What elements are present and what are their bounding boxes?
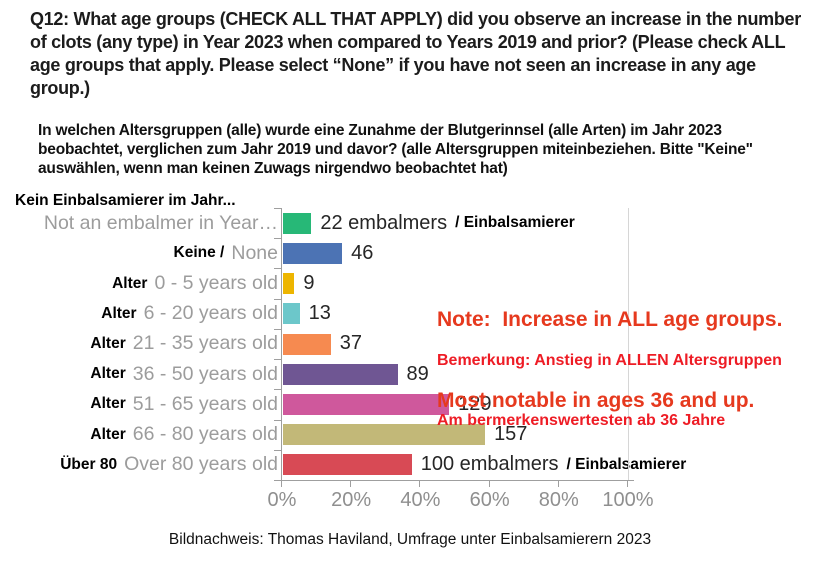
x-axis-tick-label: 60% (469, 489, 510, 511)
bar-value-label: 13 (308, 302, 331, 325)
y-axis-tick (274, 449, 282, 451)
y-axis-tick (274, 389, 282, 391)
category-label: Alter 66 - 80 years old (0, 420, 278, 450)
bar (283, 242, 343, 264)
category-label-english: Not an embalmer in Year… (43, 211, 278, 234)
x-axis-tick-label: 40% (400, 489, 441, 511)
x-axis-line (275, 480, 634, 481)
y-axis-line (281, 208, 282, 481)
first-category-german-label: Kein Einbalsamierer im Jahr... (15, 192, 236, 209)
category-label-english: 21 - 35 years old (132, 332, 278, 355)
bar-value-label: 89 (406, 362, 429, 385)
bar (283, 424, 486, 446)
bar (283, 454, 412, 476)
category-label-german: Keine / (173, 244, 225, 262)
x-axis-tick (350, 481, 352, 487)
bar (283, 393, 450, 415)
category-label-english: Over 80 years old (124, 453, 278, 476)
y-axis-tick (274, 419, 282, 421)
x-axis-tick (627, 481, 628, 487)
category-label-german: Alter (112, 274, 148, 292)
bar-value-suffix-german: / Einbalsamierer (455, 214, 575, 232)
note-german-line1: Bemerkung: Anstieg in ALLEN Altersgruppe… (437, 352, 782, 369)
question-subtitle-german: In welchen Altersgruppen (alle) wurde ei… (38, 122, 753, 177)
category-label-german: Alter (90, 334, 126, 352)
plot-right-border (628, 208, 629, 480)
y-axis-tick (274, 298, 282, 300)
category-label: Alter 51 - 65 years old (0, 389, 278, 419)
category-label: Keine / None (0, 238, 278, 268)
note-english-line2: Most notable in ages 36 and up. (437, 389, 755, 412)
bar-value: 22 embalmers / Einbalsamierer (320, 208, 574, 238)
note-german-line2: Am bermerkenswertesten ab 36 Jahre (437, 412, 726, 429)
question-title: Q12: What age groups (CHECK ALL THAT APP… (30, 9, 801, 98)
category-label: Über 80 Over 80 years old (0, 450, 278, 480)
bar-value-label: 129 (458, 392, 492, 415)
x-axis-tick (419, 481, 421, 487)
category-label-german: Über 80 (60, 455, 118, 473)
bar-value: 100 embalmers / Einbalsamierer (421, 450, 687, 480)
note-english: Note: Increase in ALL age groups. Most n… (437, 252, 782, 468)
x-axis-tick-label: 80% (538, 489, 579, 511)
x-axis-tick (488, 481, 490, 487)
category-label-german: Alter (101, 304, 137, 322)
y-axis-tick (274, 480, 282, 481)
bar (283, 273, 295, 295)
bar-value: 89 (407, 359, 429, 389)
bar-value-label: 37 (339, 332, 362, 355)
category-label-english: 51 - 65 years old (132, 392, 278, 415)
x-axis-tick (281, 481, 282, 487)
bar-value: 13 (309, 299, 331, 329)
category-label-english: 6 - 20 years old (143, 302, 278, 325)
bar-value: 37 (340, 329, 362, 359)
category-label-german: Alter (90, 365, 126, 383)
category-label: Alter 6 - 20 years old (0, 299, 278, 329)
bar-value-label: 46 (351, 241, 374, 264)
bar-value-label: 100 embalmers (420, 453, 559, 476)
bar (283, 303, 300, 325)
bar-value: 157 (494, 420, 527, 450)
category-label-english: 0 - 5 years old (154, 272, 278, 295)
y-axis-tick (274, 268, 282, 270)
x-axis-tick-label: 100% (602, 489, 654, 511)
note-german: Bemerkung: Anstieg in ALLEN Altersgruppe… (437, 311, 782, 471)
category-label-english: 36 - 50 years old (132, 362, 278, 385)
bar-value: 46 (351, 238, 373, 268)
x-axis-tick-label: 20% (331, 489, 372, 511)
category-label: Alter 36 - 50 years old (0, 359, 278, 389)
bar (283, 363, 398, 385)
bar-value: 129 (458, 389, 491, 419)
category-label-english: None (231, 241, 278, 264)
bar-value-label: 9 (303, 272, 315, 295)
x-axis-tick (557, 481, 559, 487)
note-english-line1: Note: Increase in ALL age groups. (437, 308, 783, 331)
category-label: Not an embalmer in Year… (0, 208, 278, 238)
category-label-english: 66 - 80 years old (132, 423, 278, 446)
y-axis-tick (274, 238, 282, 240)
x-axis-tick-label: 0% (267, 489, 297, 511)
y-axis-tick (274, 359, 282, 361)
category-label-german: Alter (90, 425, 126, 443)
bar (283, 333, 331, 355)
bar-value: 9 (303, 268, 314, 298)
bar-value-label: 157 (494, 423, 528, 446)
bar-value-suffix-german: / Einbalsamierer (566, 455, 687, 473)
y-axis-tick (274, 208, 282, 209)
bar-value-label: 22 embalmers (320, 211, 448, 234)
category-label: Alter 0 - 5 years old (0, 268, 278, 298)
category-label-german: Alter (90, 395, 126, 413)
y-axis-tick (274, 328, 282, 330)
image-credit-caption: Bildnachweis: Thomas Haviland, Umfrage u… (168, 531, 652, 548)
bar (283, 212, 312, 234)
category-label: Alter 21 - 35 years old (0, 329, 278, 359)
